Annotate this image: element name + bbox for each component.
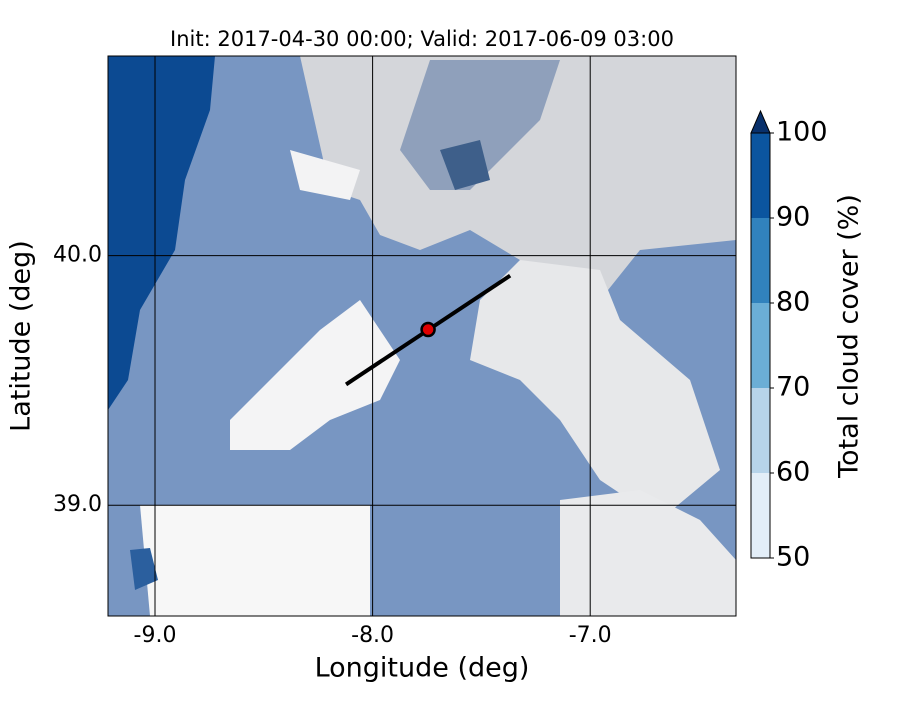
- map-frame: [107, 55, 737, 617]
- point-marker: [420, 321, 436, 338]
- x-tick-label: -9.0: [134, 623, 177, 648]
- colorbar-tick-label: 50: [776, 542, 810, 573]
- y-axis-label: Latitude (deg): [6, 240, 37, 432]
- colorbar-tick-label: 60: [776, 457, 810, 488]
- colorbar-tick-label: 90: [776, 202, 810, 233]
- colorbar-tick-label: 70: [776, 372, 810, 403]
- y-tick-label: 39.0: [53, 492, 102, 517]
- colorbar-segment: [751, 473, 770, 558]
- x-axis-label: Longitude (deg): [315, 653, 530, 684]
- colorbar-segment: [751, 388, 770, 473]
- colorbar-tick-label: 100: [776, 117, 828, 148]
- colorbar-extend: [750, 109, 771, 134]
- colorbar-tick-label: 80: [776, 287, 810, 318]
- colorbar-label: Total cloud cover (%): [834, 194, 865, 479]
- map-background: [108, 56, 736, 616]
- chart-title: Init: 2017-04-30 00:00; Valid: 2017-06-0…: [170, 27, 674, 51]
- y-tick-label: 40.0: [53, 243, 102, 268]
- colorbar-segment: [751, 218, 770, 303]
- x-tick-label: -8.0: [351, 623, 394, 648]
- colorbar-frame: [750, 132, 771, 559]
- x-tick-label: -7.0: [569, 623, 612, 648]
- colorbar-segment: [751, 133, 770, 218]
- colorbar-segment: [751, 303, 770, 388]
